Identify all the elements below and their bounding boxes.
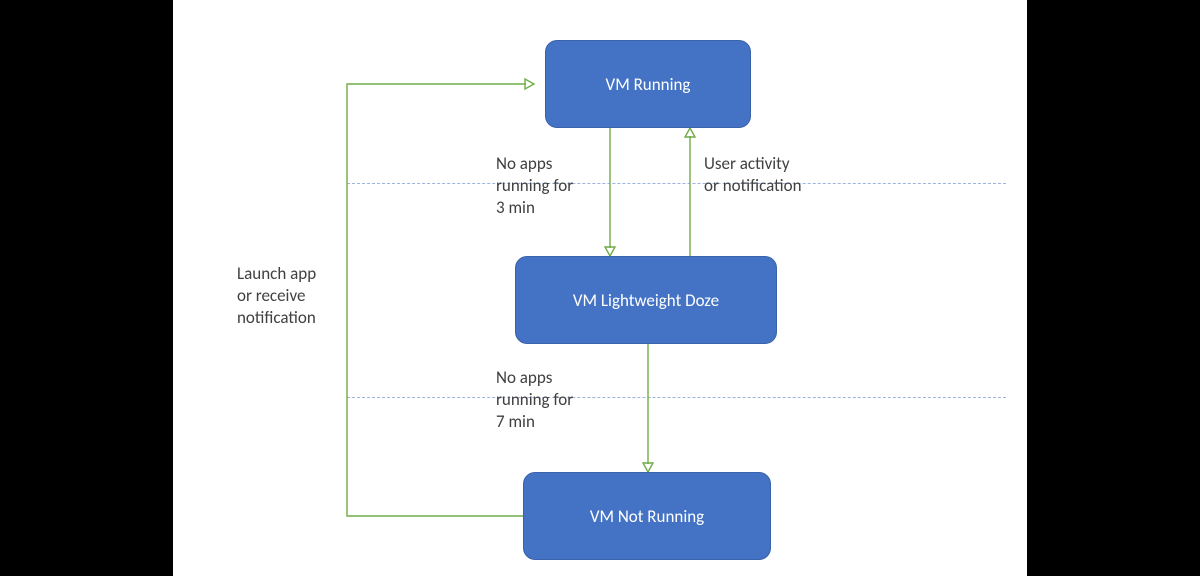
label-launch-1: Launch app xyxy=(237,263,316,285)
edge-e-doze-not xyxy=(643,344,653,472)
node-doze: VM Lightweight Doze xyxy=(515,256,777,344)
label-7min-3: 7 min xyxy=(496,411,535,433)
label-launch-3: notification xyxy=(237,307,316,329)
label-3min-2: running for xyxy=(496,175,573,197)
node-running: VM Running xyxy=(545,40,751,128)
label-3min-1: No apps xyxy=(496,153,552,175)
label-7min-2: running for xyxy=(496,389,573,411)
edge-e-run-doze xyxy=(605,128,615,256)
node-notrunning: VM Not Running xyxy=(523,472,771,560)
label-user-1: User activity xyxy=(704,153,790,175)
edge-e-not-run xyxy=(347,79,534,516)
label-7min-1: No apps xyxy=(496,367,552,389)
label-user-2: or notification xyxy=(704,175,802,197)
label-launch-2: or receive xyxy=(237,285,305,307)
label-3min-3: 3 min xyxy=(496,197,535,219)
edge-e-doze-run xyxy=(685,128,695,256)
